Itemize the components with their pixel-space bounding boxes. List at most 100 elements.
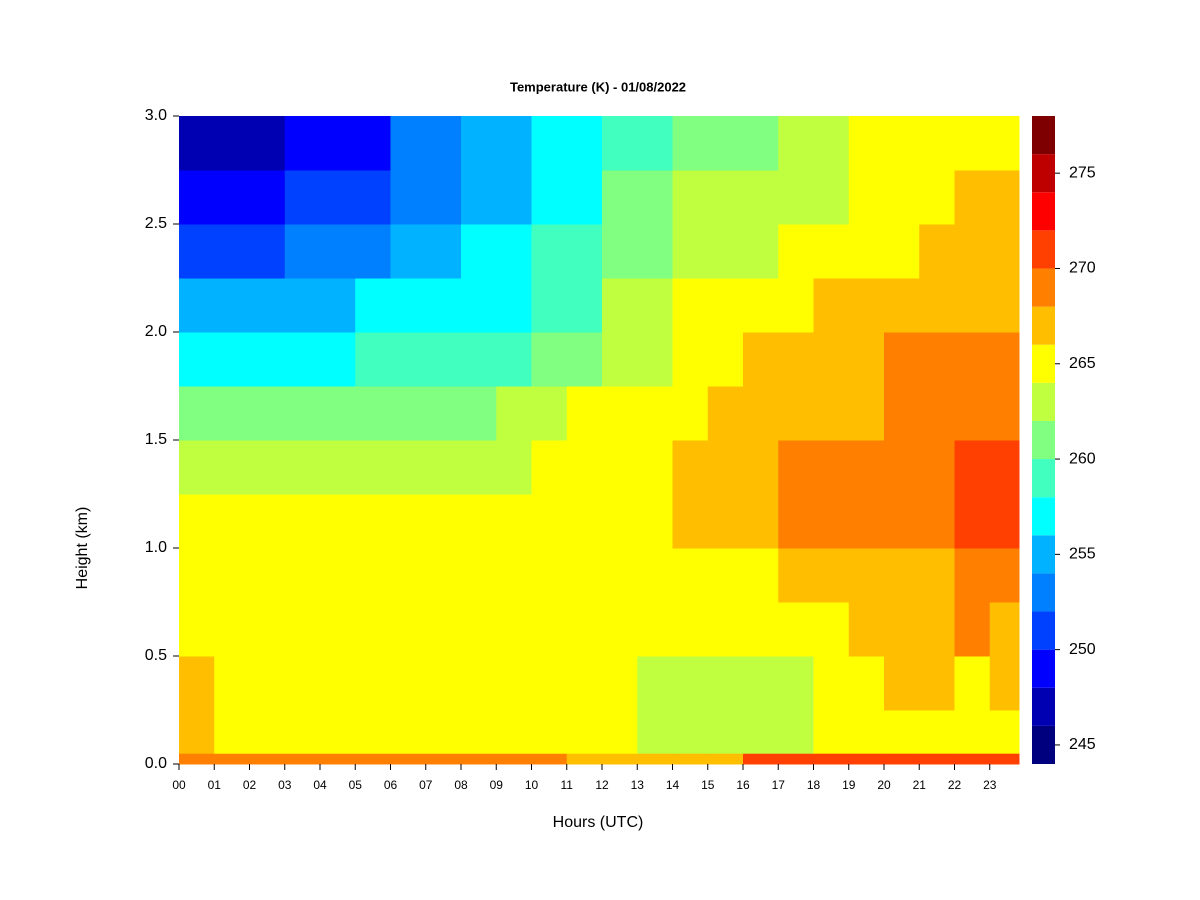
heat-cell xyxy=(601,170,638,225)
heat-cell xyxy=(496,386,532,441)
heat-cell xyxy=(531,656,568,711)
x-tick-label: 03 xyxy=(278,778,292,792)
heat-cell xyxy=(249,710,286,754)
heat-cell xyxy=(284,494,321,549)
heat-cell xyxy=(249,656,286,711)
heat-cell xyxy=(179,710,215,754)
heat-cell xyxy=(531,710,568,754)
heat-cell xyxy=(883,602,920,657)
heat-cell xyxy=(425,440,462,495)
heat-cell xyxy=(319,332,356,387)
heat-cell xyxy=(637,170,673,225)
heat-cell xyxy=(460,170,497,225)
x-tick-label: 23 xyxy=(983,778,997,792)
heat-cell xyxy=(319,656,356,711)
heat-cell xyxy=(214,602,250,657)
heat-cell xyxy=(601,116,638,171)
heat-cell xyxy=(672,440,709,495)
heat-cell xyxy=(919,753,955,765)
heat-cell xyxy=(989,386,1020,441)
heat-cell xyxy=(707,656,744,711)
heat-cell xyxy=(742,278,779,333)
heat-cell xyxy=(566,116,603,171)
x-tick-label: 06 xyxy=(384,778,398,792)
heat-cell xyxy=(672,332,709,387)
heat-cell xyxy=(601,386,638,441)
heat-cell xyxy=(742,494,779,549)
heat-cell xyxy=(919,332,955,387)
heat-cell xyxy=(742,602,779,657)
heat-cell xyxy=(214,170,250,225)
heat-cell xyxy=(919,170,955,225)
colorbar-band xyxy=(1032,154,1055,193)
heat-cell xyxy=(989,170,1020,225)
colorbar-band xyxy=(1032,573,1055,612)
heat-cell xyxy=(883,332,920,387)
x-tick-label: 13 xyxy=(631,778,645,792)
heat-cell xyxy=(390,278,427,333)
heat-cell xyxy=(848,278,885,333)
heat-cell xyxy=(672,548,709,603)
heat-cell xyxy=(425,602,462,657)
heat-cell xyxy=(707,440,744,495)
heat-cell xyxy=(883,548,920,603)
heat-cell xyxy=(672,710,709,754)
heat-cell xyxy=(742,656,779,711)
heat-cell xyxy=(813,602,850,657)
y-tick-label: 3.0 xyxy=(145,107,167,124)
heat-cell xyxy=(989,224,1020,279)
heat-cell xyxy=(531,170,568,225)
heat-cell xyxy=(355,224,391,279)
heat-cell xyxy=(989,440,1020,495)
colorbar-band xyxy=(1032,611,1055,650)
heat-cell xyxy=(919,656,955,711)
heat-cell xyxy=(179,753,215,765)
heat-cell xyxy=(919,116,955,171)
heat-cell xyxy=(496,170,532,225)
heat-cell xyxy=(460,656,497,711)
heat-cell xyxy=(672,656,709,711)
heat-cell xyxy=(672,116,709,171)
colorbar-tick-label: 260 xyxy=(1069,450,1096,467)
heat-cell xyxy=(496,602,532,657)
heat-cell xyxy=(496,278,532,333)
heat-cell xyxy=(390,494,427,549)
heat-cell xyxy=(319,710,356,754)
heat-cell xyxy=(566,710,603,754)
heat-cell xyxy=(284,278,321,333)
heat-cell xyxy=(284,170,321,225)
heat-cell xyxy=(319,116,356,171)
colorbar-band xyxy=(1032,268,1055,307)
heat-cell xyxy=(672,170,709,225)
heat-cell xyxy=(319,386,356,441)
heat-cell xyxy=(460,548,497,603)
heat-cell xyxy=(954,278,991,333)
heat-cell xyxy=(813,494,850,549)
heat-cell xyxy=(954,332,991,387)
colorbar-tick-label: 265 xyxy=(1069,355,1096,372)
heat-cell xyxy=(778,710,814,754)
heat-cell xyxy=(954,224,991,279)
heat-cell xyxy=(179,602,215,657)
heat-cell xyxy=(179,170,215,225)
heat-cell xyxy=(707,278,744,333)
heat-cell xyxy=(179,440,215,495)
heat-cell xyxy=(249,602,286,657)
heat-cell xyxy=(214,753,250,765)
heat-cell xyxy=(496,548,532,603)
heat-cell xyxy=(707,710,744,754)
heat-cell xyxy=(566,332,603,387)
heat-cell xyxy=(883,753,920,765)
heat-cell xyxy=(637,332,673,387)
heat-cell xyxy=(778,116,814,171)
heat-cell xyxy=(425,170,462,225)
heat-cell xyxy=(848,386,885,441)
heat-cell xyxy=(707,386,744,441)
heat-cell xyxy=(425,710,462,754)
colorbar-tick-label: 255 xyxy=(1069,546,1096,563)
heat-cell xyxy=(249,386,286,441)
heat-cell xyxy=(249,753,286,765)
heat-cell xyxy=(531,386,568,441)
y-tick-label: 0.0 xyxy=(145,755,167,772)
heat-cell xyxy=(425,332,462,387)
